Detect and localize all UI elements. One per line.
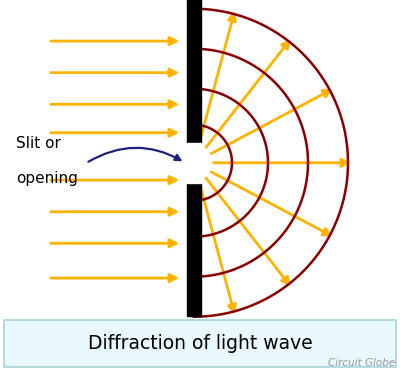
Bar: [187, 183, 201, 316]
Text: Circuit Globe: Circuit Globe: [328, 358, 395, 368]
Bar: [187, 0, 201, 143]
FancyBboxPatch shape: [4, 320, 396, 367]
Text: Slit or: Slit or: [16, 136, 61, 151]
Text: Diffraction of light wave: Diffraction of light wave: [88, 334, 312, 353]
Text: opening: opening: [16, 171, 78, 186]
Circle shape: [176, 145, 212, 181]
